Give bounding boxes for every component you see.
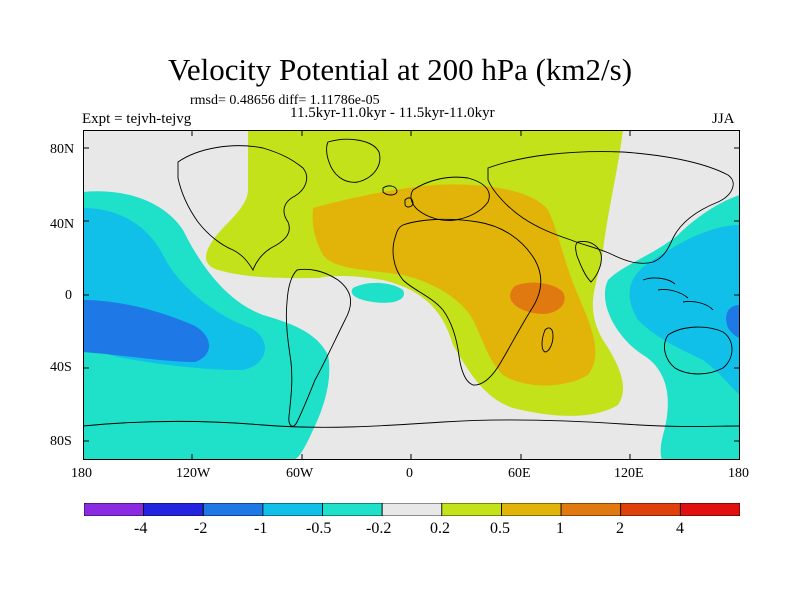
colorbar: [83, 502, 741, 517]
colorbar-label: -0.5: [306, 520, 332, 537]
pos-05-field: [312, 184, 596, 386]
map-plot: [83, 130, 740, 460]
colorbar-label: -4: [134, 520, 148, 537]
colorbar-box: [680, 502, 741, 517]
neg-1-pacific-east: [726, 305, 740, 338]
colorbar-box: [620, 502, 681, 517]
colorbar-label: -1: [254, 520, 268, 537]
experiment-label: Expt = tejvh-tejvg: [82, 111, 192, 127]
colorbar-box: [143, 502, 204, 517]
lon-tick-label: 180: [728, 466, 749, 481]
colorbar-label: 0.2: [430, 520, 450, 537]
colorbar-box: [501, 502, 562, 517]
lon-tick-label: 120E: [614, 466, 644, 481]
neg-05-pacific-east: [629, 225, 740, 395]
season-label: JJA: [712, 111, 735, 127]
stats-label: rmsd= 0.48656 diff= 1.11786e-05: [190, 93, 380, 108]
colorbar-box: [381, 502, 443, 517]
colorbar-label: 1: [556, 520, 564, 537]
colorbar-box: [560, 502, 622, 517]
lon-tick-label: 180: [71, 466, 92, 481]
lon-tick-label: 60W: [286, 466, 314, 481]
colorbar-label: -2: [194, 520, 208, 537]
lat-tick-label: 80N: [50, 142, 75, 157]
neg-02-atlantic: [351, 282, 404, 303]
colorbar-label: -0.2: [366, 520, 392, 537]
colorbar-box: [262, 502, 323, 517]
lat-tick-label: 40S: [50, 360, 72, 375]
map-title: Velocity Potential at 200 hPa (km2/s): [167, 52, 633, 87]
lon-tick-label: 0: [406, 466, 413, 481]
colorbar-label: 0.5: [490, 520, 510, 537]
colorbar-label: 4: [676, 520, 684, 537]
coastlines: [83, 138, 740, 428]
colorbar-label: 2: [616, 520, 624, 537]
colorbar-box: [83, 502, 144, 517]
period-label: 11.5kyr-11.0kyr - 11.5kyr-11.0kyr: [290, 105, 495, 121]
colorbar-box: [441, 502, 502, 517]
lat-tick-label: 0: [65, 288, 72, 303]
neg-1-pacific-west: [83, 300, 210, 362]
lon-tick-label: 120W: [176, 466, 211, 481]
colorbar-box: [202, 502, 264, 517]
lon-tick-label: 60E: [508, 466, 531, 481]
map-ticks: [83, 130, 740, 460]
lat-tick-label: 40N: [50, 217, 75, 232]
lat-tick-label: 80S: [50, 434, 72, 449]
colorbar-box: [322, 502, 383, 517]
